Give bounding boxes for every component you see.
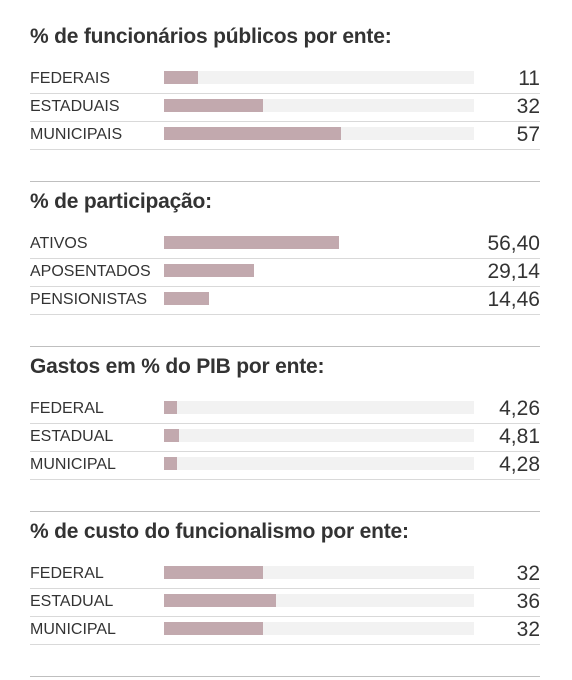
bar (164, 71, 199, 84)
bar-row: FEDERAL 4,26 (30, 395, 540, 424)
bar (164, 264, 255, 277)
section-divider (30, 511, 540, 512)
chart-title: % de funcionários públicos por ente: (30, 25, 392, 48)
chart-title: % de custo do funcionalismo por ente: (30, 520, 409, 543)
bar-value-label: 29,14 (487, 260, 540, 283)
bar (164, 401, 178, 414)
bar (164, 236, 339, 249)
bar-category-label: APOSENTADOS (30, 263, 151, 280)
bar-category-label: FEDERAL (30, 400, 104, 417)
bar-row: MUNICIPAIS 57 (30, 121, 540, 150)
bar (164, 127, 341, 140)
bar-track (164, 236, 474, 249)
bar (164, 594, 276, 607)
bar-category-label: ESTADUAL (30, 593, 114, 610)
bar-value-label: 4,26 (499, 397, 540, 420)
bar-category-label: MUNICIPAL (30, 456, 116, 473)
bar-value-label: 56,40 (487, 232, 540, 255)
bar-value-label: 36 (516, 590, 540, 613)
bar-value-label: 32 (516, 618, 540, 641)
bar (164, 429, 179, 442)
bar-value-label: 32 (516, 95, 540, 118)
bar-row: FEDERAL 32 (30, 560, 540, 589)
bar-row: APOSENTADOS 29,14 (30, 258, 540, 287)
bar-category-label: PENSIONISTAS (30, 291, 148, 308)
bar-track (164, 71, 474, 84)
bar-row: MUNICIPAL 4,28 (30, 451, 540, 480)
bar-track (164, 127, 474, 140)
bar-track (164, 457, 474, 470)
bar-category-label: MUNICIPAIS (30, 126, 123, 143)
bar-track (164, 292, 474, 305)
bar-category-label: ESTADUAIS (30, 98, 120, 115)
bar (164, 566, 264, 579)
chart-title: Gastos em % do PIB por ente: (30, 355, 325, 378)
bar-category-label: FEDERAL (30, 565, 104, 582)
bar-value-label: 32 (516, 562, 540, 585)
bar-row: MUNICIPAL 32 (30, 616, 540, 645)
bar-value-label: 11 (518, 67, 540, 90)
bar-row: FEDERAIS 11 (30, 65, 540, 94)
bar-category-label: MUNICIPAL (30, 621, 116, 638)
bar-row: ATIVOS 56,40 (30, 230, 540, 259)
bar-row: ESTADUAL 4,81 (30, 423, 540, 452)
bar-value-label: 14,46 (487, 288, 540, 311)
bar (164, 99, 264, 112)
bar-track (164, 99, 474, 112)
bar-row: PENSIONISTAS 14,46 (30, 286, 540, 315)
bar-track (164, 401, 474, 414)
bar-row: ESTADUAL 36 (30, 588, 540, 617)
section-divider (30, 676, 540, 677)
bar-track (164, 566, 474, 579)
bar-value-label: 4,28 (499, 453, 540, 476)
section-divider (30, 181, 540, 182)
bar-value-label: 4,81 (499, 425, 540, 448)
bar-category-label: ATIVOS (30, 235, 88, 252)
bar (164, 622, 264, 635)
bar-track (164, 264, 474, 277)
chart-title: % de participação: (30, 190, 212, 213)
bar-category-label: FEDERAIS (30, 70, 111, 87)
bar (164, 457, 178, 470)
bar-category-label: ESTADUAL (30, 428, 114, 445)
bar-track (164, 594, 474, 607)
bar-row: ESTADUAIS 32 (30, 93, 540, 122)
bar-track (164, 622, 474, 635)
bar (164, 292, 209, 305)
bar-value-label: 57 (516, 123, 540, 146)
bar-track (164, 429, 474, 442)
section-divider (30, 346, 540, 347)
